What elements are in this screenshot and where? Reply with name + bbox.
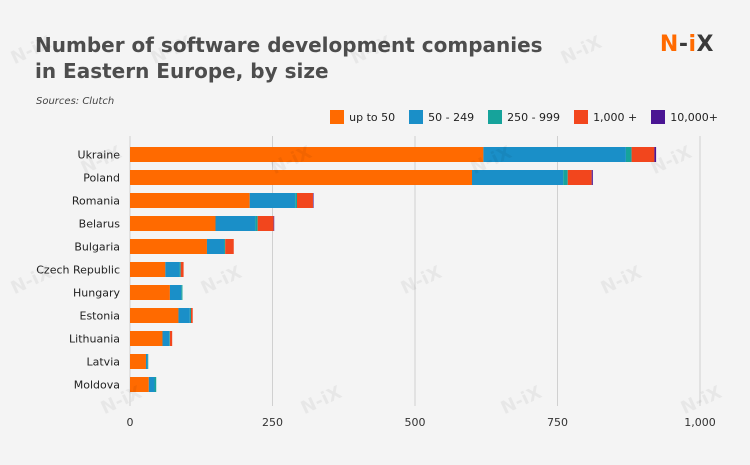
bar-segment [180,262,184,277]
y-category-label: Czech Republic [36,264,120,277]
y-category-label: Lithuania [69,333,120,346]
legend-swatch [651,110,666,124]
legend-item: 10,000+ [651,110,718,124]
bar-segment [169,285,182,300]
bar-segment [224,239,226,254]
bar-segment [130,331,163,346]
bar-segment [190,308,193,323]
bar-segment [312,193,314,208]
bar-segment [273,216,275,231]
bar-segment [295,193,298,208]
bar-segment [130,354,146,369]
legend-swatch [488,110,503,124]
bar-segment [165,262,180,277]
y-category-label: Hungary [73,287,120,300]
bar-segment [154,377,157,392]
legend-label: up to 50 [349,110,396,124]
bar-segment [130,147,484,162]
brand-logo: N-iX [659,32,714,57]
bar-segment [567,170,592,185]
chart-title-line1: Number of software development companies [35,33,543,57]
bar-segment [130,308,179,323]
bar-segment [130,377,149,392]
bar-segment [257,216,274,231]
bar-segment [189,308,191,323]
bar-segment [563,170,568,185]
bar-segment [631,147,655,162]
bar-segment [179,262,181,277]
legend-label: 10,000+ [670,110,718,124]
chart-legend: up to 50 50 - 249 250 - 999 1,000 + 10,000+ [330,110,718,124]
bar-segment [483,147,626,162]
y-category-label: Romania [72,195,120,208]
bar-segment [178,308,190,323]
x-tick-label: 0 [127,416,134,429]
bar-segment [130,285,170,300]
bar-segment [654,147,657,162]
bar-segment [169,331,170,346]
bar-segment [225,239,234,254]
legend-label: 250 - 999 [507,110,561,124]
bar-segment [215,216,256,231]
y-category-label: Poland [83,172,120,185]
bar-segment [147,354,149,369]
bar-segment [297,193,313,208]
bar-segment [249,193,296,208]
y-category-label: Latvia [87,356,121,369]
bar-segment [130,216,216,231]
chart-title-line2: in Eastern Europe, by size [35,59,329,83]
chart-title: Number of software development companies… [35,32,595,84]
bar-segment [181,285,183,300]
bar-segment [148,377,155,392]
bar-segment [625,147,632,162]
legend-item: 50 - 249 [409,110,474,124]
bar-segment [206,239,225,254]
bar-segment [472,170,564,185]
x-tick-label: 250 [262,416,283,429]
legend-item: up to 50 [330,110,395,124]
y-category-label: Bulgaria [74,241,120,254]
y-category-label: Ukraine [78,149,121,162]
y-category-label: Belarus [79,218,121,231]
x-tick-label: 500 [405,416,426,429]
y-category-label: Estonia [80,310,121,323]
x-tick-label: 1,000 [684,416,716,429]
bar-segment [130,262,166,277]
bar-segment [130,170,472,185]
legend-swatch [574,110,589,124]
legend-item: 1,000 + [574,110,637,124]
source-note: Sources: Clutch [36,96,115,107]
legend-label: 1,000 + [593,110,638,124]
bar-segment [255,216,258,231]
legend-swatch [409,110,424,124]
legend-item: 250 - 999 [488,110,560,124]
y-category-label: Moldova [74,379,120,392]
bar-segment [591,170,593,185]
bar-segment [162,331,170,346]
bar-segment [145,354,148,369]
bar-segment [130,193,250,208]
x-tick-label: 750 [547,416,568,429]
bar-segment [169,331,173,346]
legend-label: 50 - 249 [428,110,475,124]
bar-segment [130,239,207,254]
legend-swatch [330,110,345,124]
